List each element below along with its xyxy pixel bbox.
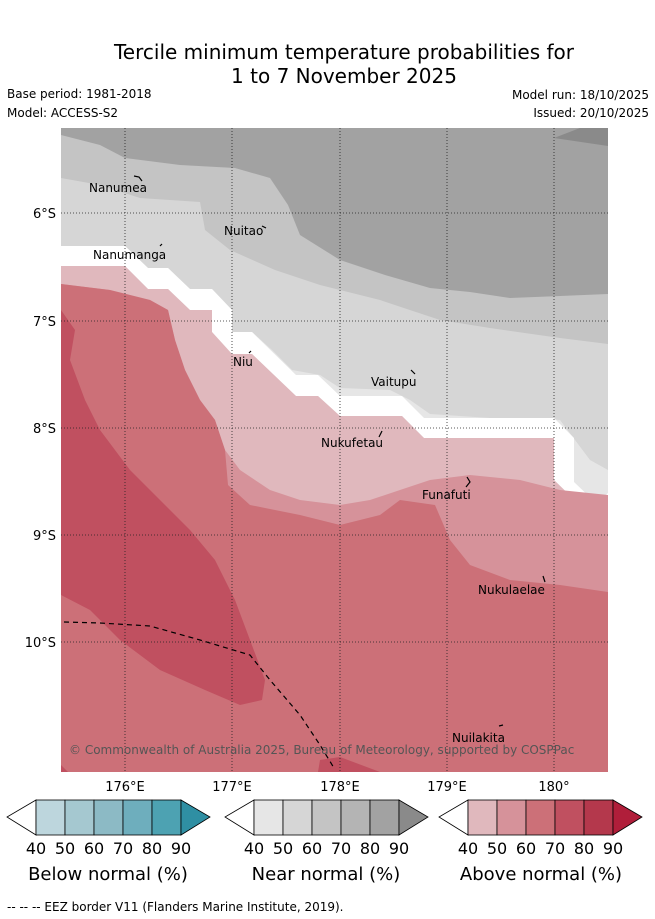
legend-above-swatch-40-50 [467, 799, 498, 836]
probability-field [61, 128, 608, 772]
lat-tick-8s: 8°S [33, 422, 56, 437]
legend-below-swatch-40-50 [35, 799, 66, 836]
legend-below-tick: 90 [171, 839, 191, 858]
label-niu: Niu [233, 355, 253, 369]
legend-below-tick: 50 [55, 839, 75, 858]
lat-tick-6s: 6°S [33, 207, 56, 222]
island-nuitao-icon [261, 225, 267, 229]
legend-below-tick: 40 [26, 839, 46, 858]
legend-above-swatch-max [612, 799, 643, 836]
island-nukulaelae-icon [542, 575, 546, 583]
legend-below-swatch-80-90 [151, 799, 182, 836]
legend-near-swatch-60-70 [311, 799, 342, 836]
legend-above-tick: 40 [458, 839, 478, 858]
lon-tick-176e: 176°E [105, 780, 145, 795]
legend-near-tick: 60 [302, 839, 322, 858]
model-name: Model: ACCESS-S2 [7, 106, 119, 120]
legend-near-swatch-50-60 [282, 799, 313, 836]
legend-above-tick: 70 [545, 839, 565, 858]
place-labels: Nanumea Nuitao Nanumanga Niu Vaitupu Nuk… [89, 181, 545, 745]
lon-tick-179e: 179°E [427, 780, 467, 795]
copyright-notice: © Commonwealth of Australia 2025, Bureau… [69, 743, 574, 757]
legend-below-swatch-min [6, 799, 37, 836]
island-nanumea-icon [133, 175, 143, 182]
island-vaitupu-icon [410, 369, 416, 375]
label-nukufetau: Nukufetau [321, 436, 383, 450]
label-funafuti: Funafuti [422, 488, 471, 502]
legend-near-swatch-max [398, 799, 429, 836]
longitude-axis: 176°E 177°E 178°E 179°E 180° [105, 780, 569, 795]
legend-near-normal: 40 50 60 70 80 90 Near normal (%) [224, 799, 429, 885]
eez-footnote: -- -- -- EEZ border V11 (Flanders Marine… [7, 900, 344, 914]
title-line-1: Tercile minimum temperature probabilitie… [113, 40, 575, 64]
legend-below-tick: 80 [142, 839, 162, 858]
lat-tick-7s: 7°S [33, 315, 56, 330]
legend-near-tick: 40 [244, 839, 264, 858]
near-normal-90-zone [554, 128, 608, 146]
legend-near-swatch-70-80 [340, 799, 371, 836]
legend-below-swatch-max [180, 799, 211, 836]
legend-above-normal: 40 50 60 70 80 90 Above normal (%) [438, 799, 643, 885]
legend-above-swatch-80-90 [583, 799, 614, 836]
legend-above-tick: 90 [603, 839, 623, 858]
legend-near-tick: 70 [331, 839, 351, 858]
legend-below-tick: 60 [84, 839, 104, 858]
lon-tick-180: 180° [538, 780, 569, 795]
legend-above-swatch-50-60 [496, 799, 527, 836]
legend-below-tick: 70 [113, 839, 133, 858]
map-title: Tercile minimum temperature probabilitie… [0, 40, 655, 88]
label-vaitupu: Vaitupu [371, 375, 417, 389]
base-period: Base period: 1981-2018 [7, 87, 152, 101]
lon-tick-177e: 177°E [212, 780, 252, 795]
island-nanumanga-icon [159, 243, 163, 247]
legend-above-swatch-70-80 [554, 799, 585, 836]
legend-below-swatch-50-60 [64, 799, 95, 836]
title-line-2: 1 to 7 November 2025 [231, 64, 457, 88]
label-nukulaelae: Nukulaelae [478, 583, 545, 597]
eez-border-line [63, 621, 335, 769]
island-niu-icon [248, 350, 252, 354]
lon-tick-178e: 178°E [320, 780, 360, 795]
legend-above-swatch-60-70 [525, 799, 556, 836]
legend-near-tick: 50 [273, 839, 293, 858]
legend-above-tick: 50 [487, 839, 507, 858]
legend-above-tick: 60 [516, 839, 536, 858]
island-nukufetau-icon [378, 430, 383, 438]
island-nuilakita-icon [498, 724, 504, 727]
above-normal-80-south [318, 757, 380, 772]
graticule [61, 128, 608, 772]
legend-above-tick: 80 [574, 839, 594, 858]
legend-above-swatch-min [438, 799, 469, 836]
legend-near-tick: 80 [360, 839, 380, 858]
latitude-axis: 6°S 7°S 8°S 9°S 10°S [25, 207, 56, 651]
label-nanumea: Nanumea [89, 181, 147, 195]
legend-near-swatch-40-50 [253, 799, 284, 836]
above-normal-80-zone [61, 310, 265, 705]
legend-below-swatch-70-80 [122, 799, 153, 836]
legend-near-tick: 90 [389, 839, 409, 858]
legend-below-swatch-60-70 [93, 799, 124, 836]
island-markers [133, 175, 546, 727]
label-nanumanga: Nanumanga [93, 248, 166, 262]
legend-below-title: Below normal (%) [28, 864, 188, 885]
legend-above-title: Above normal (%) [460, 864, 622, 885]
label-nuilakita: Nuilakita [452, 731, 505, 745]
legend-below-normal: 40 50 60 70 80 90 Below normal (%) [6, 799, 211, 885]
lat-tick-10s: 10°S [25, 636, 56, 651]
legend-near-swatch-min [224, 799, 255, 836]
lat-tick-9s: 9°S [33, 529, 56, 544]
legend-near-swatch-80-90 [369, 799, 400, 836]
legend-near-title: Near normal (%) [252, 864, 401, 885]
label-nuitao: Nuitao [224, 224, 263, 238]
issued-date: Issued: 20/10/2025 [533, 106, 649, 120]
island-funafuti-icon [465, 476, 471, 488]
model-run: Model run: 18/10/2025 [511, 88, 649, 102]
